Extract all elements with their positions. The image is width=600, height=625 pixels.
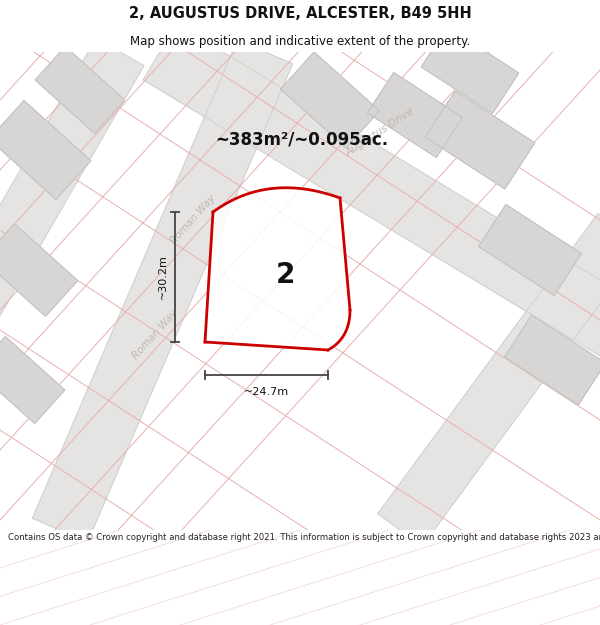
Polygon shape xyxy=(32,40,293,542)
Polygon shape xyxy=(0,336,65,424)
Polygon shape xyxy=(378,214,600,546)
Polygon shape xyxy=(281,52,379,148)
Polygon shape xyxy=(425,91,535,189)
Text: ~30.2m: ~30.2m xyxy=(158,254,168,299)
Text: ~383m²/~0.095ac.: ~383m²/~0.095ac. xyxy=(215,131,388,149)
Polygon shape xyxy=(368,72,463,158)
Text: Roman Way: Roman Way xyxy=(169,194,218,246)
Text: Augustus Drive: Augustus Drive xyxy=(344,106,416,158)
Text: ~24.7m: ~24.7m xyxy=(244,387,289,397)
Polygon shape xyxy=(35,46,125,134)
Polygon shape xyxy=(479,204,581,296)
Text: Roman Way: Roman Way xyxy=(130,309,179,361)
Polygon shape xyxy=(205,188,350,350)
Polygon shape xyxy=(143,24,600,358)
Polygon shape xyxy=(0,224,77,316)
Polygon shape xyxy=(0,101,91,199)
Text: Map shows position and indicative extent of the property.: Map shows position and indicative extent… xyxy=(130,35,470,48)
Polygon shape xyxy=(421,27,519,113)
Text: 2: 2 xyxy=(275,261,295,289)
Text: 2, AUGUSTUS DRIVE, ALCESTER, B49 5HH: 2, AUGUSTUS DRIVE, ALCESTER, B49 5HH xyxy=(128,6,472,21)
Text: Contains OS data © Crown copyright and database right 2021. This information is : Contains OS data © Crown copyright and d… xyxy=(8,533,600,542)
Polygon shape xyxy=(505,315,600,405)
Polygon shape xyxy=(0,38,144,344)
